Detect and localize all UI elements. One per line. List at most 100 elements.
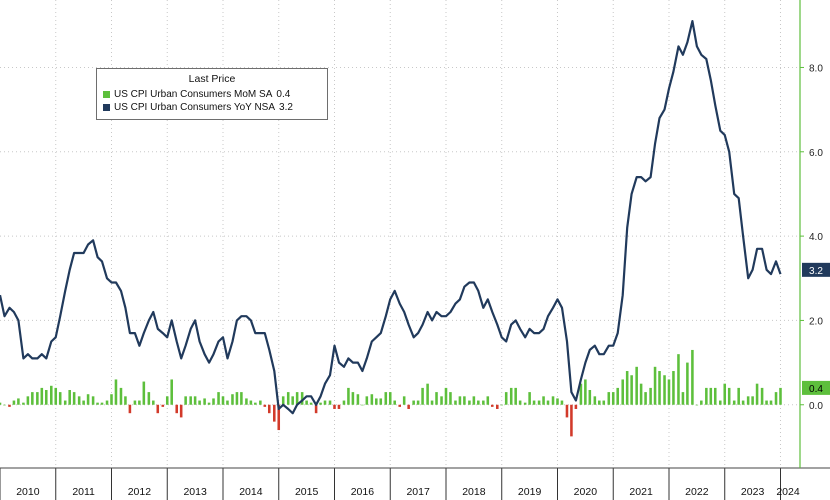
- mom-bar: [184, 396, 187, 405]
- mom-bar: [152, 400, 155, 405]
- mom-bar: [3, 404, 6, 406]
- mom-bar: [110, 394, 113, 405]
- mom-bar: [705, 387, 708, 405]
- y-tick-label: 8.0: [809, 63, 823, 74]
- y-tick-label: 4.0: [809, 232, 823, 243]
- mom-bar: [713, 387, 717, 405]
- mom-bar: [616, 387, 619, 405]
- mom-bar: [542, 396, 545, 405]
- legend-value-mom: 0.4: [276, 89, 291, 100]
- legend-entry-mom: US CPI Urban Consumers MoM SA 0.4: [97, 88, 327, 101]
- x-tick-label: 2021: [629, 486, 653, 498]
- mom-bar: [421, 387, 424, 405]
- mom-bar: [328, 400, 332, 405]
- mom-bar: [226, 400, 229, 405]
- mom-bar: [486, 396, 490, 405]
- last-value-text: 0.4: [809, 384, 823, 395]
- mom-bar: [751, 396, 754, 405]
- mom-bar: [267, 404, 271, 414]
- mom-bar: [31, 392, 34, 405]
- x-tick-label: 2023: [741, 486, 765, 498]
- mom-bar: [523, 402, 527, 405]
- mom-bar: [133, 400, 137, 405]
- mom-bar: [175, 404, 179, 414]
- mom-bar: [96, 402, 99, 405]
- mom-bar: [570, 404, 573, 437]
- x-tick-label: 2016: [351, 486, 375, 498]
- mom-bar: [454, 400, 457, 405]
- y-axis: 8.0 6.0 4.0 2.0 0.0: [799, 0, 823, 468]
- mom-bar: [482, 400, 485, 405]
- mom-bar: [170, 379, 173, 405]
- mom-bar: [8, 404, 11, 407]
- mom-bar: [393, 400, 396, 405]
- mom-bar: [12, 400, 16, 405]
- mom-bar: [765, 400, 768, 405]
- mom-bar: [44, 390, 48, 405]
- mom-bar: [741, 400, 745, 405]
- mom-bars: [0, 349, 782, 437]
- mom-bar: [667, 379, 671, 405]
- mom-bar: [496, 404, 499, 409]
- mom-bar: [291, 396, 294, 405]
- mom-bar: [760, 387, 764, 405]
- mom-bar: [58, 392, 62, 405]
- mom-bar: [723, 383, 727, 405]
- x-tick-label: 2011: [72, 486, 95, 498]
- mom-bar: [203, 398, 206, 405]
- mom-bar: [63, 400, 67, 405]
- mom-bar: [755, 383, 759, 405]
- mom-bar: [119, 387, 123, 405]
- x-tick-label: 2013: [183, 486, 207, 498]
- mom-bar: [598, 400, 601, 405]
- mom-bar: [658, 371, 661, 405]
- legend-value-yoy: 3.2: [279, 102, 293, 113]
- mom-bar: [416, 400, 420, 405]
- mom-bar: [449, 392, 452, 405]
- mom-bar: [719, 400, 722, 405]
- mom-bar: [490, 404, 494, 407]
- mom-bar: [375, 398, 378, 405]
- x-axis: 2010 2011 2012 2013 2014 2015 2016 2017 2018 2019…: [0, 467, 830, 500]
- mom-bar: [700, 400, 703, 405]
- mom-bar: [235, 392, 239, 405]
- mom-bar: [463, 396, 466, 405]
- x-tick-label: 2024: [776, 486, 800, 498]
- mom-bar: [254, 402, 257, 405]
- mom-bar: [207, 402, 211, 405]
- mom-bar: [691, 349, 694, 405]
- mom-bar: [114, 379, 118, 405]
- mom-bar: [611, 392, 615, 405]
- mom-bar: [361, 404, 364, 406]
- mom-bar: [36, 392, 39, 405]
- mom-bar: [147, 392, 151, 405]
- legend: Last Price US CPI Urban Consumers MoM SA…: [96, 68, 328, 120]
- mom-bar: [472, 396, 476, 405]
- mom-bar: [677, 354, 680, 405]
- last-value-badge: [802, 262, 830, 277]
- y-tick-label: 0.0: [809, 401, 823, 412]
- mom-bar: [426, 383, 429, 405]
- mom-bar: [259, 400, 262, 405]
- mom-bar: [504, 392, 508, 405]
- mom-bar: [365, 396, 369, 405]
- x-tick-label: 2019: [518, 486, 542, 498]
- mom-bar: [769, 400, 773, 405]
- mom-bar: [635, 366, 638, 405]
- mom-bar: [514, 387, 517, 405]
- mom-bar: [681, 392, 685, 405]
- mom-bar: [91, 396, 95, 405]
- mom-bar: [286, 392, 290, 405]
- mom-bar: [407, 404, 410, 409]
- x-tick-label: 2017: [406, 486, 430, 498]
- mom-bar: [435, 392, 438, 405]
- mom-bar: [663, 375, 666, 405]
- mom-bar: [546, 400, 550, 405]
- mom-bar: [779, 387, 782, 405]
- last-value-badge: [802, 380, 830, 395]
- last-value-labels: 3.2 0.4: [802, 262, 830, 395]
- mom-bar: [245, 398, 248, 405]
- mom-bar: [240, 392, 243, 405]
- mom-bar: [295, 392, 299, 405]
- mom-bar: [695, 404, 699, 406]
